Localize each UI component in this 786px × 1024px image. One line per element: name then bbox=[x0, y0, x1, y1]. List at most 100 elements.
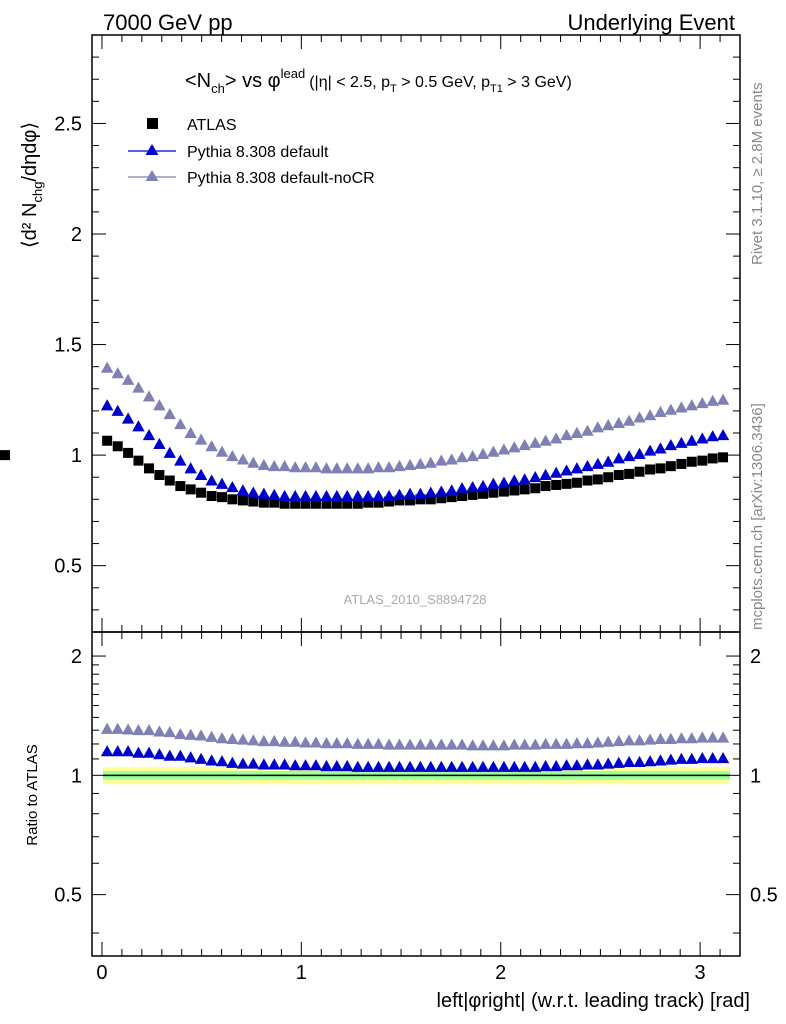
nocr-point bbox=[205, 440, 218, 452]
default-ratio-point bbox=[476, 760, 490, 772]
default-point bbox=[497, 476, 511, 488]
ratio-y-tick-label-right: 2 bbox=[750, 646, 761, 668]
nocr-ratio-point bbox=[100, 722, 114, 734]
atlas-point bbox=[477, 488, 488, 499]
atlas-point bbox=[613, 470, 624, 481]
default-point bbox=[351, 489, 364, 501]
title-cuts: (|η| < 2.5, p bbox=[309, 74, 390, 91]
default-point bbox=[257, 487, 271, 499]
default-point bbox=[174, 454, 187, 466]
default-point bbox=[466, 480, 479, 493]
atlas-point bbox=[707, 453, 718, 464]
default-point bbox=[414, 487, 427, 499]
main-y-tick-label: 2 bbox=[71, 224, 82, 246]
default-ratio-point bbox=[132, 746, 145, 758]
nocr-ratio-point bbox=[612, 734, 625, 747]
title-cuts-sub2: T1 bbox=[490, 83, 503, 95]
default-ratio-point bbox=[247, 757, 260, 769]
atlas-point bbox=[123, 447, 134, 458]
nocr-point bbox=[299, 461, 312, 473]
nocr-ratio-point bbox=[508, 738, 521, 750]
default-ratio-point bbox=[372, 760, 385, 772]
atlas-point bbox=[624, 468, 635, 479]
nocr-point bbox=[654, 405, 667, 417]
nocr-point bbox=[226, 450, 239, 462]
title-cuts-sub1: T bbox=[390, 83, 397, 95]
default-ratio-point bbox=[518, 760, 531, 772]
default-point bbox=[581, 459, 594, 472]
atlas-point bbox=[697, 455, 708, 466]
nocr-point bbox=[675, 401, 688, 413]
nocr-ratio-point bbox=[174, 728, 187, 740]
default-point bbox=[247, 486, 260, 498]
mcplots-label: mcplots.cern.ch [arXiv:1306.3436] bbox=[749, 403, 766, 630]
atlas-point bbox=[133, 455, 144, 466]
default-ratio-point bbox=[435, 760, 448, 772]
nocr-ratio-point bbox=[476, 739, 490, 751]
legend: ATLAS Pythia 8.308 default Pythia 8.308 … bbox=[128, 117, 375, 187]
default-point bbox=[320, 489, 333, 501]
nocr-ratio-point bbox=[706, 731, 719, 743]
nocr-point bbox=[393, 459, 406, 472]
nocr-ratio-point bbox=[121, 723, 135, 735]
nocr-point bbox=[330, 462, 344, 474]
atlas-point bbox=[102, 435, 113, 446]
default-point bbox=[288, 489, 302, 501]
default-ratio-point bbox=[205, 754, 218, 766]
nocr-point bbox=[696, 396, 709, 409]
default-ratio-point bbox=[153, 748, 166, 760]
default-ratio-point bbox=[257, 758, 271, 770]
default-ratio-point bbox=[236, 757, 250, 769]
default-ratio-point bbox=[288, 759, 302, 771]
nocr-ratio-point bbox=[654, 732, 667, 744]
nocr-point bbox=[685, 399, 698, 411]
nocr-point bbox=[174, 417, 187, 430]
atlas-point bbox=[655, 463, 666, 474]
main-markers bbox=[0, 361, 730, 509]
nocr-ratio-point bbox=[539, 737, 552, 749]
default-ratio-point bbox=[529, 760, 542, 772]
main-y-label: ⟨d² Nchg/dηdφ⟩ bbox=[19, 122, 45, 248]
atlas-point bbox=[300, 498, 311, 509]
default-ratio-point bbox=[414, 760, 427, 772]
atlas-point bbox=[175, 481, 186, 492]
nocr-point bbox=[372, 461, 385, 473]
default-ratio-point bbox=[622, 755, 636, 768]
default-point bbox=[132, 420, 145, 432]
atlas-point bbox=[196, 487, 207, 498]
nocr-point bbox=[403, 458, 417, 471]
atlas-point bbox=[405, 495, 416, 506]
atlas-point bbox=[185, 484, 196, 495]
atlas-point bbox=[592, 474, 603, 485]
nocr-ratio-point bbox=[549, 737, 563, 749]
default-ratio-point bbox=[393, 760, 406, 772]
nocr-point bbox=[497, 443, 511, 455]
legend-label-nocr: Pythia 8.308 default-noCR bbox=[187, 170, 375, 187]
default-ratio-point bbox=[581, 758, 594, 770]
default-point bbox=[549, 466, 563, 478]
default-point bbox=[424, 486, 437, 498]
default-ratio-point bbox=[341, 759, 354, 772]
nocr-point bbox=[247, 456, 260, 468]
default-ratio-point bbox=[424, 760, 437, 772]
default-point bbox=[111, 404, 124, 416]
nocr-point bbox=[361, 462, 375, 474]
default-ratio-point bbox=[549, 759, 563, 772]
default-point bbox=[153, 437, 166, 450]
atlas-point bbox=[467, 489, 478, 500]
nocr-ratio-point bbox=[414, 738, 427, 750]
default-point bbox=[622, 450, 636, 462]
nocr-ratio-point bbox=[518, 738, 531, 750]
header-left: 7000 GeV pp bbox=[103, 10, 233, 35]
atlas-point bbox=[258, 497, 269, 508]
nocr-ratio-point bbox=[320, 737, 333, 749]
nocr-ratio-point bbox=[466, 739, 479, 751]
nocr-point bbox=[194, 433, 208, 445]
nocr-point bbox=[435, 454, 448, 466]
default-ratio-point bbox=[455, 760, 469, 772]
default-point bbox=[184, 462, 197, 474]
nocr-point bbox=[278, 459, 291, 472]
default-point bbox=[685, 434, 698, 446]
default-point bbox=[612, 452, 625, 464]
atlas-point bbox=[457, 491, 468, 502]
